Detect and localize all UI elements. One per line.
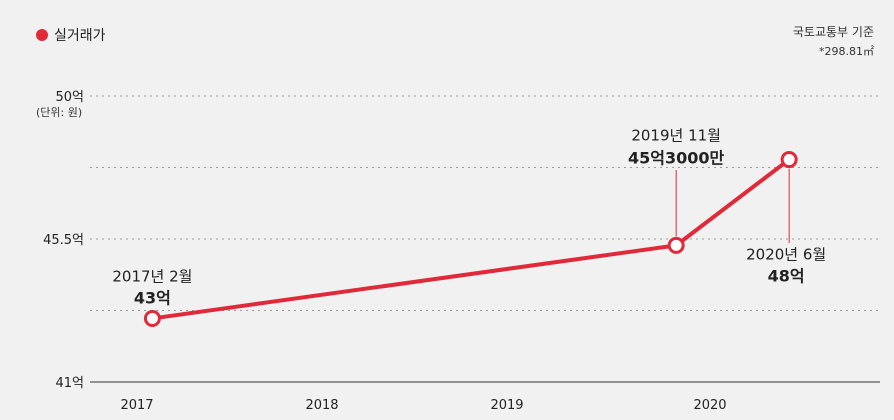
- x-tick-label: 2017: [120, 398, 153, 413]
- x-tick-label: 2018: [305, 398, 338, 413]
- data-point-marker: [780, 151, 798, 169]
- y-tick-label: 41억: [55, 376, 84, 391]
- annotation-date-label: 2017년 2월: [112, 267, 192, 285]
- x-tick-label: 2019: [490, 398, 523, 413]
- annotation-value-label: 48억: [768, 267, 805, 286]
- x-tick-label: 2020: [693, 398, 726, 413]
- source-line-1: 국토교통부 기준: [792, 25, 874, 39]
- y-axis-unit: (단위: 원): [36, 106, 83, 119]
- source-note: 국토교통부 기준 *298.81㎡: [793, 22, 874, 62]
- annotation-date-label: 2019년 11월: [631, 126, 721, 144]
- annotation-date-label: 2020년 6월: [746, 246, 826, 264]
- source-line-2: *298.81㎡: [819, 45, 874, 58]
- annotation-value-label: 45억3000만: [628, 148, 725, 167]
- y-tick-label: 45.5억: [43, 233, 84, 248]
- data-point-marker: [667, 236, 685, 254]
- y-tick-label: 50억: [55, 90, 84, 105]
- legend-label: 실거래가: [54, 28, 106, 44]
- data-point-marker: [143, 309, 161, 327]
- annotation-value-label: 43억: [134, 288, 171, 307]
- legend-dot-icon: [36, 29, 48, 41]
- legend: 실거래가: [36, 25, 106, 45]
